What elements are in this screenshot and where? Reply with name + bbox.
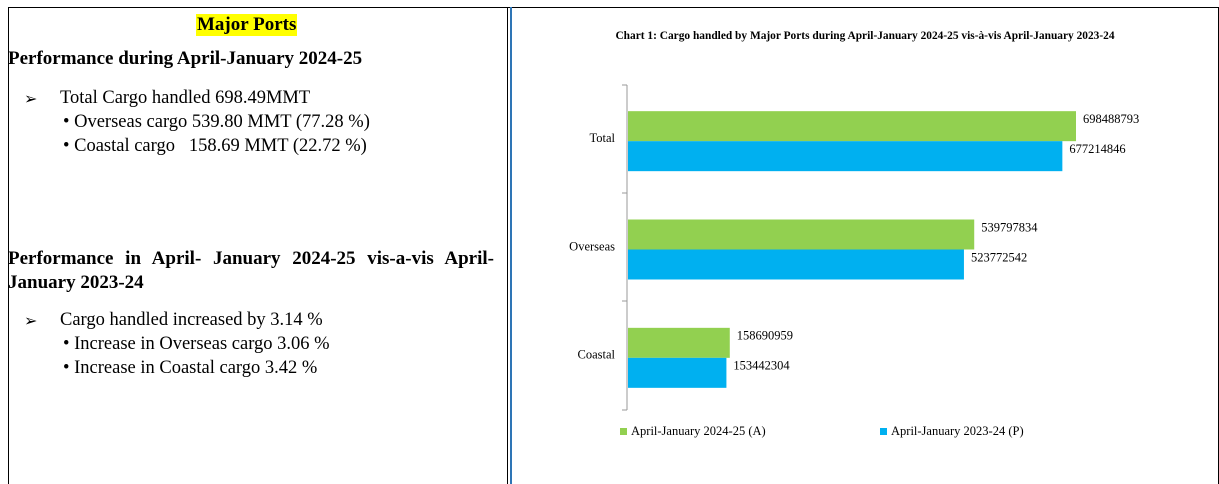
legend-label: April-January 2023-24 (P) — [891, 424, 1024, 438]
legend-swatch — [620, 428, 627, 435]
legend-label: April-January 2024-25 (A) — [631, 424, 766, 438]
sub-bullet: • Increase in Coastal cargo 3.42 % — [63, 358, 318, 378]
bar — [628, 141, 1063, 172]
border — [8, 7, 9, 484]
bullet-text: Total Cargo handled 698.49MMT — [60, 88, 311, 108]
bar — [628, 111, 1076, 142]
section-title: Major Ports — [196, 14, 298, 36]
bullet-text: Cargo handled increased by 3.14 % — [60, 310, 323, 330]
sub-bullet: • Increase in Overseas cargo 3.06 % — [63, 334, 330, 354]
bullet-icon: ➢ — [24, 91, 38, 108]
bar — [628, 327, 730, 358]
border — [8, 7, 1219, 8]
sub-bullet-text: Overseas cargo 539.80 MMT (77.28 %) — [74, 112, 370, 132]
sub-bullet-text: Increase in Coastal cargo 3.42 % — [74, 358, 318, 378]
chart-title: Chart 1: Cargo handled by Major Ports du… — [615, 30, 1115, 42]
data-label: 158690959 — [737, 329, 793, 343]
data-label: 153442304 — [733, 359, 790, 373]
sub-bullet: • Coastal cargo 158.69 MMT (22.72 %) — [63, 136, 367, 156]
bullet-icon: ➢ — [24, 313, 38, 330]
data-label: 698488793 — [1083, 112, 1139, 126]
data-label: 539797834 — [981, 220, 1038, 234]
border — [510, 7, 512, 484]
heading: Performance during April-January 2024-25 — [8, 48, 363, 69]
heading: Performance in April- January 2024-25 vi… — [8, 248, 494, 293]
bar — [628, 357, 727, 388]
bar — [628, 249, 964, 280]
category-label: Total — [589, 131, 615, 145]
category-label: Coastal — [578, 348, 616, 362]
data-label: 677214846 — [1069, 142, 1125, 156]
sub-bullet-text: Coastal cargo 158.69 MMT (22.72 %) — [74, 136, 367, 156]
sub-bullet: • Overseas cargo 539.80 MMT (77.28 %) — [63, 112, 370, 132]
border — [507, 7, 508, 484]
category-label: Overseas — [569, 239, 615, 253]
legend-swatch — [880, 428, 887, 435]
bar — [628, 219, 975, 250]
sub-bullet-text: Increase in Overseas cargo 3.06 % — [74, 334, 330, 354]
data-label: 523772542 — [971, 250, 1027, 264]
